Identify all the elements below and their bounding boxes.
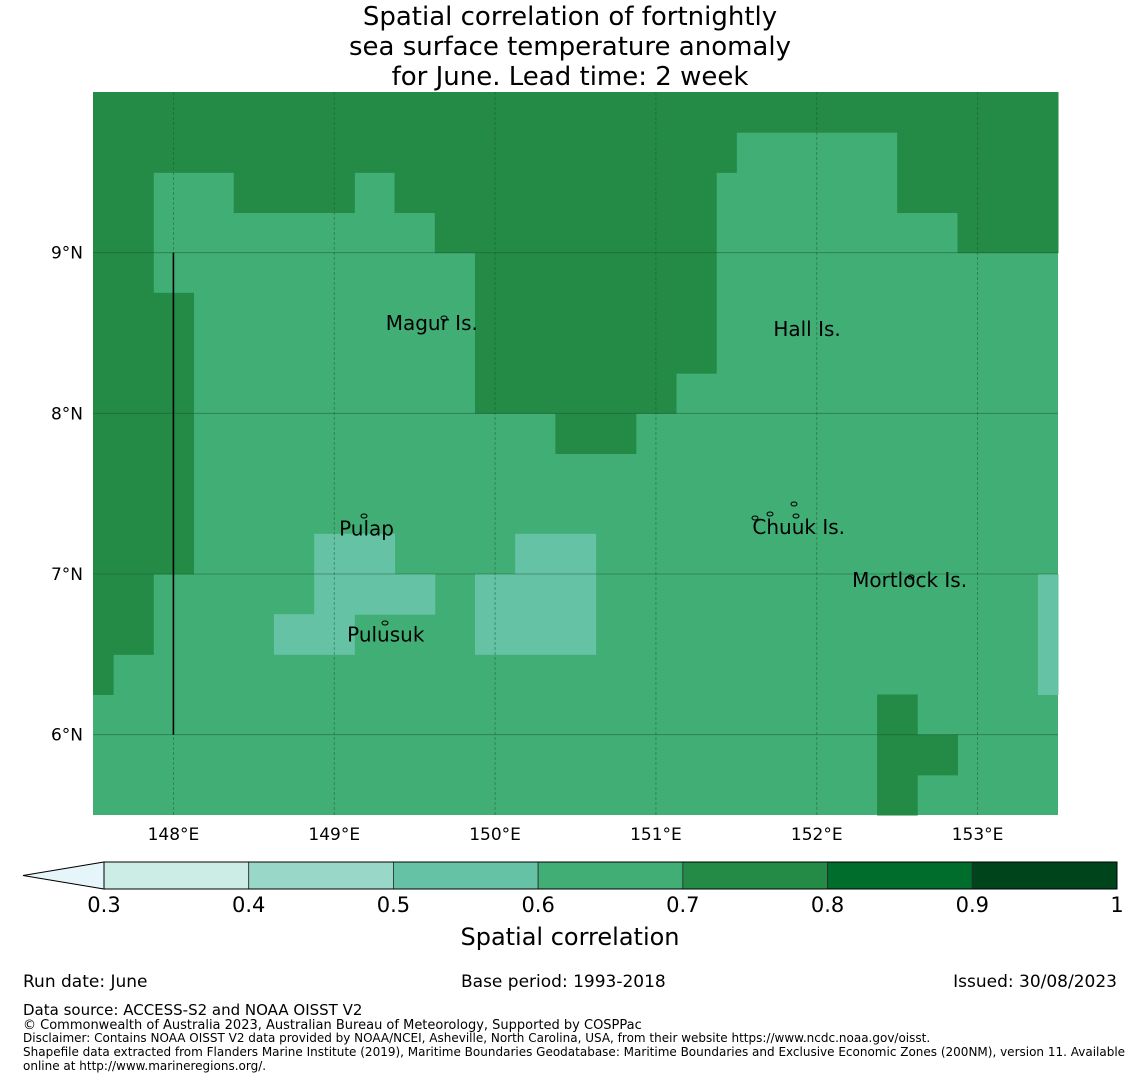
title-line-3: for June. Lead time: 2 week [391,62,749,92]
x-tick-label: 153°E [952,825,1004,845]
island-outline [381,620,389,626]
y-tick-label: 7°N [51,565,83,585]
correlation-cell [93,654,114,695]
y-tick-label: 9°N [51,244,83,264]
colorbar-segment [827,861,973,890]
y-tick-label: 6°N [51,726,83,746]
correlation-cell [93,252,154,294]
colorbar-tick-label: 0.9 [956,893,989,917]
correlation-cell [957,212,1059,254]
correlation-cell [434,212,717,254]
colorbar-tick-label: 0.7 [666,893,699,917]
base-period: Base period: 1993-2018 [461,972,666,992]
correlation-cell [93,292,195,575]
correlation-cell [515,533,597,575]
correlation-cell [1037,574,1059,695]
colorbar-segment [248,861,394,890]
copyright: © Commonwealth of Australia 2023, Austra… [23,1018,642,1033]
colorbar-tick-label: 0.8 [811,893,844,917]
x-tick-label: 148°E [148,825,200,845]
title-line-2: sea surface temperature anomaly [349,32,791,62]
correlation-cell [93,132,737,173]
colorbar-tick-label: 0.5 [377,893,410,917]
place-label: Pulusuk [347,622,425,646]
correlation-cell [555,413,637,454]
island-outline [766,511,774,517]
x-tick-label: 152°E [791,825,843,845]
place-label: Hall Is. [773,317,840,341]
colorbar-segment [537,861,684,890]
correlation-cell [314,533,396,575]
correlation-grid-cells [93,92,1059,816]
place-label: Mortlock Is. [852,568,967,592]
x-tick-label: 150°E [469,825,521,845]
island-outline [360,513,368,519]
x-tick-label: 149°E [308,825,360,845]
map-features: Magur Is. Hall Is. Pulap Chuuk Is. Mortlock … [172,252,967,735]
island-outline [751,515,759,521]
correlation-map-figure: Magur Is. Hall Is. Pulap Chuuk Is. Mortlock … [22,92,1124,951]
colorbar-segment [393,861,539,890]
island-outline [440,315,448,321]
colorbar-tick-label: 0.6 [521,893,554,917]
correlation-cell [93,172,154,254]
island-outline [792,513,800,519]
island-outline [907,574,915,580]
correlation-cell [93,574,154,655]
issued-date: Issued: 30/08/2023 [953,972,1117,992]
colorbar-segment [971,861,1118,890]
place-label: Pulap [339,516,394,540]
island-outline [790,501,798,507]
place-label: Chuuk Is. [752,515,845,539]
shapefile-note: Shapefile data extracted from Flanders M… [23,1045,1126,1073]
colorbar-outline [103,861,1118,890]
colorbar-segment [103,861,250,890]
colorbar-extend-triangle [22,861,105,890]
correlation-cell [917,734,958,776]
correlation-cell [273,614,355,655]
title-line-1: Spatial correlation of fortnightly [362,2,778,32]
data-source: Data source: ACCESS-S2 and NOAA OISST V2 [23,1001,363,1019]
x-tick-label: 151°E [630,825,682,845]
colorbar-tick-label: 1 [1110,893,1123,917]
correlation-cell [474,574,597,655]
correlation-cell [233,172,355,213]
map-title: Spatial correlation of fortnightly sea s… [0,2,1140,92]
colorbar-tick-label: 0.3 [87,893,120,917]
y-tick-label: 8°N [51,404,83,424]
run-date: Run date: June [23,972,148,992]
correlation-cell [394,172,717,213]
correlation-cell [474,252,637,414]
disclaimer-block: Disclaimer: Contains NOAA OISST V2 data … [23,1031,1133,1073]
correlation-cell [93,92,1059,133]
place-label: Magur Is. [386,311,478,335]
colorbar-tick-label: 0.4 [232,893,265,917]
map-axes: 148°E 149°E 150°E 151°E 152°E 153°E 6°N 7°N 8°N 9… [51,244,1003,845]
correlation-cell [314,574,436,615]
correlation-cell [877,694,918,816]
correlation-cell [635,252,717,374]
colorbar-segment [682,861,828,890]
disclaimer: Disclaimer: Contains NOAA OISST V2 data … [23,1031,931,1045]
colorbar-label: Spatial correlation [460,923,679,951]
colorbar: 0.3 0.4 0.5 0.6 0.7 0.8 0.9 1 Spatial correlatio… [22,861,1124,951]
